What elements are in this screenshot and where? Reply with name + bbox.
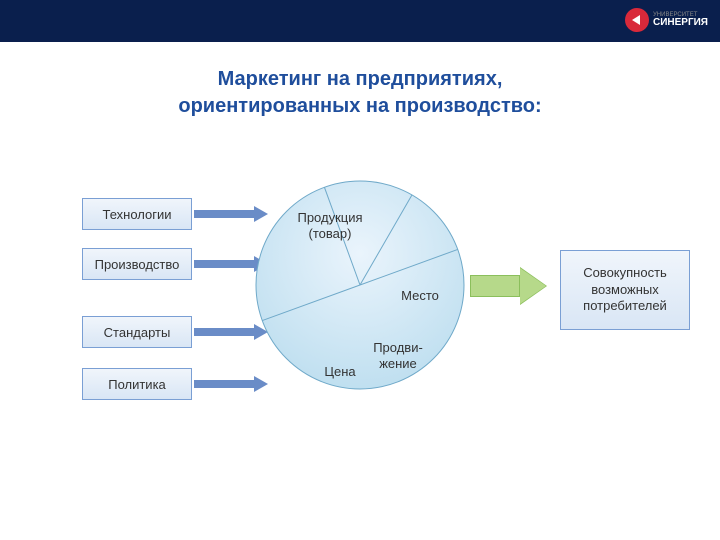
- output-arrow-stem: [470, 275, 520, 297]
- pie-label-3: Цена: [315, 364, 365, 380]
- logo-circle-icon: [625, 8, 649, 32]
- pie-chart: Продукция(товар) Место Продви-жениеЦена: [255, 180, 465, 390]
- pie-label-1: Место: [390, 288, 450, 304]
- input-box-2: Стандарты: [82, 316, 192, 348]
- title-line2: ориентированных на производство:: [178, 95, 541, 117]
- logo-badge: УНИВЕРСИТЕТ СИНЕРГИЯ: [625, 8, 708, 32]
- input-box-3: Политика: [82, 368, 192, 400]
- header-bar: УНИВЕРСИТЕТ СИНЕРГИЯ: [0, 0, 720, 42]
- logo-text-bot: СИНЕРГИЯ: [653, 18, 708, 28]
- logo-arrow-icon: [632, 15, 640, 25]
- consumers-label: Совокупность возможных потребителей: [565, 265, 685, 316]
- consumers-box: Совокупность возможных потребителей: [560, 250, 690, 330]
- title-line1: Маркетинг на предприятиях,: [218, 68, 503, 90]
- output-arrow-head: [520, 268, 546, 304]
- pie-label-0: Продукция(товар): [285, 210, 375, 241]
- logo-text: УНИВЕРСИТЕТ СИНЕРГИЯ: [653, 12, 708, 28]
- input-box-0: Технологии: [82, 198, 192, 230]
- input-box-1: Производство: [82, 248, 192, 280]
- pie-label-2: Продви-жение: [363, 340, 433, 371]
- page-title: Маркетинг на предприятиях, ориентированн…: [0, 66, 720, 120]
